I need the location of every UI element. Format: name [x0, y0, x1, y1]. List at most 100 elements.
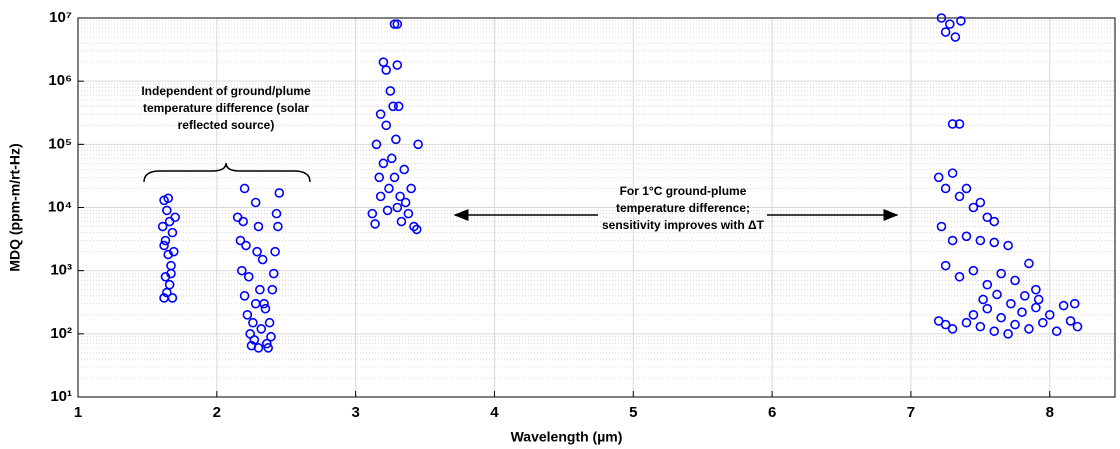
marker [1019, 291, 1030, 301]
marker [954, 191, 965, 202]
marker [409, 221, 419, 232]
marker [933, 172, 944, 183]
marker [273, 221, 283, 232]
marker [239, 291, 250, 301]
y-tick-label: 10³ [50, 262, 72, 279]
x-tick-label: 7 [907, 404, 915, 421]
marker [1010, 275, 1020, 286]
x-tick-label: 3 [351, 404, 359, 421]
x-tick-label: 1 [74, 404, 82, 421]
marker [392, 202, 403, 213]
marker [381, 120, 391, 131]
marker [975, 321, 986, 332]
marker [1033, 294, 1044, 305]
marker [385, 86, 396, 96]
marker [1072, 321, 1083, 332]
marker [242, 310, 253, 320]
marker [961, 183, 972, 194]
marker [1038, 317, 1048, 328]
marker [992, 289, 1002, 300]
marker [945, 19, 955, 29]
marker [947, 168, 958, 178]
marker [1024, 324, 1034, 334]
marker [1006, 298, 1016, 309]
annotation: temperature difference (solar [143, 101, 309, 115]
marker [162, 287, 172, 298]
marker [167, 227, 178, 238]
marker [989, 216, 1000, 227]
marker [252, 246, 262, 257]
marker [157, 221, 168, 232]
marker [271, 208, 282, 219]
marker [168, 246, 179, 257]
marker [1044, 310, 1055, 320]
grid [77, 17, 1115, 398]
x-axis-label: Wavelength (µm) [511, 429, 623, 445]
marker [1065, 316, 1076, 326]
marker [968, 202, 979, 213]
marker [982, 279, 993, 290]
marker [1058, 300, 1069, 311]
x-tick-label: 6 [768, 404, 776, 421]
marker [260, 303, 271, 314]
marker [237, 265, 247, 276]
marker [947, 324, 958, 334]
marker [982, 303, 993, 314]
marker [370, 219, 380, 229]
marker [411, 224, 422, 235]
marker [257, 254, 268, 265]
marker [940, 319, 951, 330]
y-tick-label: 10⁷ [49, 9, 72, 26]
marker [250, 298, 261, 309]
marker [406, 183, 416, 194]
marker [268, 268, 279, 279]
marker [163, 193, 174, 204]
marker [263, 343, 273, 353]
annotation: reflected source) [178, 118, 275, 132]
marker [235, 235, 246, 246]
marker [267, 284, 278, 295]
marker [384, 183, 394, 194]
marker [940, 27, 951, 37]
x-tick-label: 5 [629, 404, 637, 421]
marker [1031, 302, 1041, 313]
marker [243, 271, 254, 282]
y-axis-label: MDQ (ppm-m/rt-Hz) [7, 143, 23, 271]
x-tick-label: 8 [1046, 404, 1054, 421]
annotation: sensitivity improves with ΔT [602, 218, 765, 232]
marker [975, 235, 986, 246]
x-tick-label: 2 [213, 404, 221, 421]
marker [395, 191, 405, 202]
marker [163, 249, 174, 260]
annotation: For 1°C ground-plume [620, 184, 747, 198]
marker [393, 101, 404, 112]
marker [954, 271, 965, 282]
marker [982, 212, 993, 223]
marker [378, 158, 389, 169]
marker [264, 317, 275, 328]
marker [159, 240, 169, 251]
x-tick-label: 4 [490, 404, 499, 421]
marker [968, 310, 979, 320]
marker [382, 205, 393, 216]
annotation: temperature difference; [616, 201, 750, 215]
marker [371, 139, 382, 150]
marker [160, 235, 171, 246]
marker [250, 197, 261, 208]
axes-box [77, 17, 1116, 398]
y-tick-label: 10⁶ [48, 72, 72, 89]
marker [392, 60, 403, 70]
marker [403, 208, 414, 219]
marker [968, 265, 979, 276]
y-tick-label: 10⁴ [48, 198, 72, 215]
marker [261, 338, 272, 349]
marker [975, 197, 986, 208]
marker [961, 317, 972, 328]
marker [170, 212, 180, 223]
marker [978, 294, 988, 305]
marker [1010, 319, 1020, 330]
marker [954, 119, 965, 129]
annotation: Independent of ground/plume [141, 84, 311, 98]
marker [413, 139, 423, 150]
